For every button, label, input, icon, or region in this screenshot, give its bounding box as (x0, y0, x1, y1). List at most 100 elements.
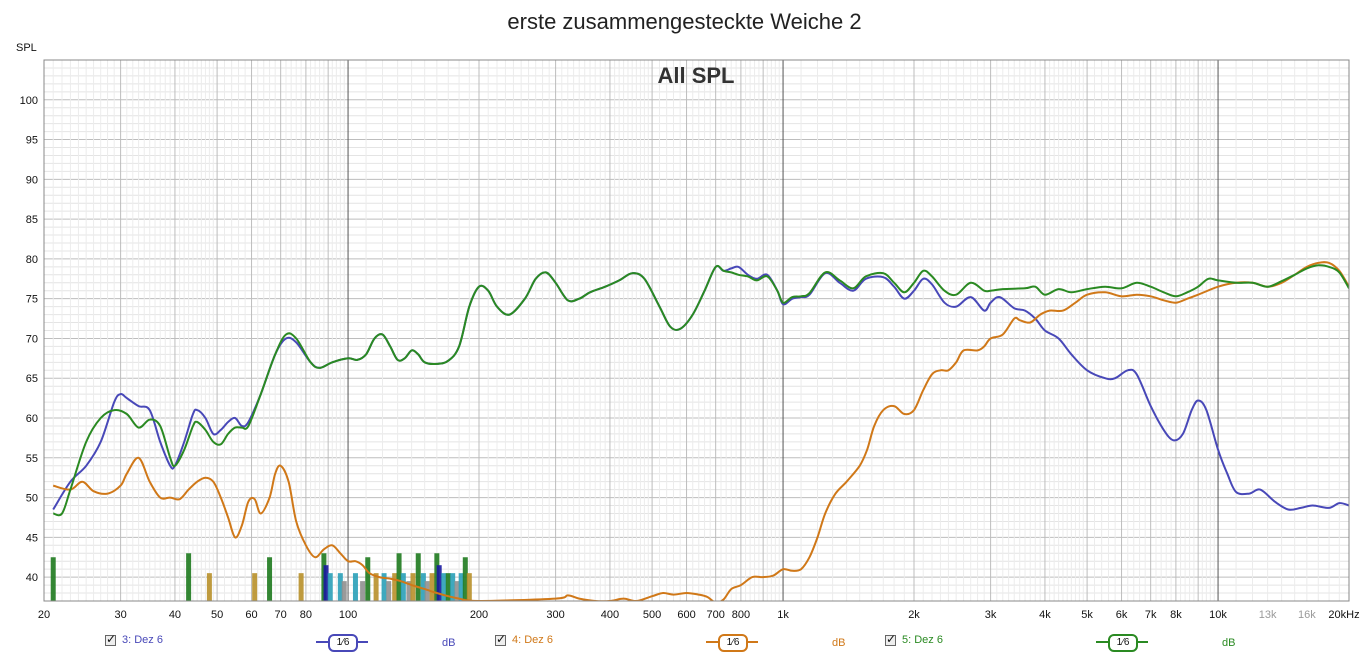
peak-marker (341, 581, 347, 601)
x-tick-label: 50 (211, 609, 223, 621)
x-tick-label: 400 (601, 609, 619, 621)
y-tick-label: 85 (26, 214, 38, 226)
x-tick-label: 500 (643, 609, 661, 621)
x-tick-label: 30 (114, 609, 126, 621)
y-tick-label: 60 (26, 413, 38, 425)
peak-marker (252, 573, 258, 601)
peak-marker (466, 573, 472, 601)
y-tick-label: 100 (20, 95, 38, 107)
x-tick-label: 10k (1209, 609, 1227, 621)
smoothing-label: 1⁄6 (1108, 634, 1138, 652)
series-4-unit: dB (832, 637, 846, 649)
peak-marker (415, 553, 421, 601)
series-3-smoothing-control[interactable]: 1⁄6 (316, 634, 368, 652)
chart-title: erste zusammengesteckte Weiche 2 (507, 9, 862, 34)
x-tick-label: 60 (245, 609, 257, 621)
x-tick-label: 5k (1081, 609, 1093, 621)
x-tick-label: 4k (1039, 609, 1051, 621)
x-tick-label: 100 (339, 609, 357, 621)
y-tick-label: 45 (26, 532, 38, 544)
grid (43, 59, 1350, 602)
peak-marker (441, 573, 447, 601)
peak-marker (454, 581, 460, 601)
y-axis-label: SPL (16, 42, 37, 54)
series-5-unit: dB (1222, 637, 1236, 649)
x-tick-label: 13k (1259, 609, 1277, 621)
peak-marker (206, 573, 212, 601)
series-3-unit: dB (442, 637, 456, 649)
x-tick-label: 6k (1116, 609, 1128, 621)
x-tick-label: 16k (1298, 609, 1316, 621)
x-tick-label: 80 (300, 609, 312, 621)
y-tick-label: 55 (26, 453, 38, 465)
y-tick-label: 70 (26, 333, 38, 345)
peak-marker (337, 573, 343, 601)
peak-marker (365, 557, 371, 601)
peak-marker (424, 581, 430, 601)
x-tick-label: 600 (677, 609, 695, 621)
peak-marker (392, 573, 398, 601)
legend-label: 3: Dez 6 (122, 634, 163, 646)
y-tick-label: 90 (26, 174, 38, 186)
legend-item-series-4[interactable]: 4: Dez 6 (495, 632, 553, 646)
peak-marker (323, 565, 329, 601)
x-tick-label: 1k (777, 609, 789, 621)
peak-marker (186, 553, 192, 601)
x-tick-label: 800 (732, 609, 750, 621)
series-line-5 (52, 264, 1349, 517)
peak-marker (386, 581, 392, 601)
y-tick-label: 40 (26, 572, 38, 584)
peak-marker (458, 573, 464, 601)
peak-marker (50, 557, 56, 601)
legend-item-series-3[interactable]: 3: Dez 6 (105, 632, 163, 646)
x-tick-label: 20 (38, 609, 50, 621)
series-5-smoothing-control[interactable]: 1⁄6 (1096, 634, 1148, 652)
x-tick-label: 7k (1145, 609, 1157, 621)
spl-chart[interactable]: 40 45 50 55 60 65 70 75 80 85 90 95 100 20 30 40 50 60 70 8… (0, 0, 1369, 630)
x-tick-label: 20kHz (1328, 609, 1359, 621)
y-tick-label: 75 (26, 294, 38, 306)
series-3-checkbox[interactable] (105, 632, 116, 646)
y-tick-label: 95 (26, 135, 38, 147)
x-tick-label: 200 (470, 609, 488, 621)
peak-marker (450, 573, 456, 601)
peak-marker (462, 557, 468, 601)
legend-label: 4: Dez 6 (512, 634, 553, 646)
peak-marker (352, 573, 358, 601)
peak-marker (445, 573, 451, 601)
peak-marker (381, 573, 387, 601)
peak-marker (410, 573, 416, 601)
x-tick-label: 700 (706, 609, 724, 621)
peak-marker (298, 573, 304, 601)
peak-marker (267, 557, 273, 601)
x-tick-label: 300 (546, 609, 564, 621)
y-tick-label: 65 (26, 373, 38, 385)
x-tick-label: 40 (169, 609, 181, 621)
peak-marker (420, 573, 426, 601)
x-tick-label: 70 (275, 609, 287, 621)
peak-marker (373, 573, 379, 601)
axes: 40 45 50 55 60 65 70 75 80 85 90 95 100 20 30 40 50 60 70 8… (20, 59, 1360, 621)
series-4-checkbox[interactable] (495, 632, 506, 646)
x-tick-label: 2k (908, 609, 920, 621)
series-4-smoothing-control[interactable]: 1⁄6 (706, 634, 758, 652)
legend: 3: Dez 6 1⁄6 dB 4: Dez 6 1⁄6 dB 5: Dez 6… (0, 630, 1369, 656)
series-lines (52, 261, 1349, 601)
peak-marker (360, 581, 366, 601)
smoothing-label: 1⁄6 (328, 634, 358, 652)
series-line-4 (52, 261, 1349, 601)
peak-markers (50, 553, 472, 601)
peak-marker (396, 553, 402, 601)
smoothing-label: 1⁄6 (718, 634, 748, 652)
chart-subtitle: All SPL (657, 63, 734, 88)
peak-marker (436, 565, 442, 601)
series-5-checkbox[interactable] (885, 632, 896, 646)
peak-marker (327, 573, 333, 601)
x-tick-label: 8k (1170, 609, 1182, 621)
legend-item-series-5[interactable]: 5: Dez 6 (885, 632, 943, 646)
peak-marker (429, 573, 435, 601)
x-tick-label: 3k (985, 609, 997, 621)
peak-marker (400, 573, 406, 601)
legend-label: 5: Dez 6 (902, 634, 943, 646)
y-tick-label: 80 (26, 254, 38, 266)
